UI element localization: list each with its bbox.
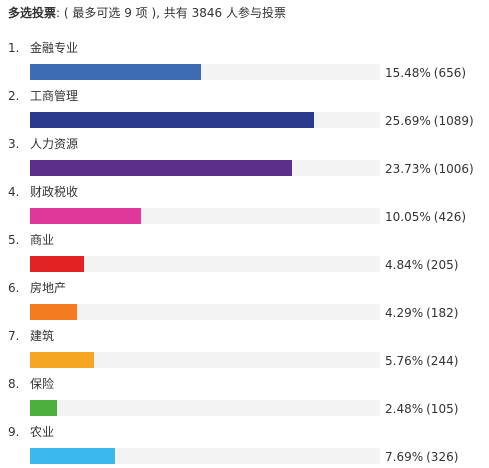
- result-bar-track: [30, 112, 380, 128]
- option-name: 建筑: [30, 329, 55, 343]
- poll-title-colon: :: [56, 6, 61, 20]
- result-bar: [30, 160, 292, 176]
- result-text: 2.48% (105): [385, 401, 458, 417]
- option-index: 9.: [8, 425, 20, 439]
- option-name: 工商管理: [30, 89, 79, 103]
- result-percent: 7.69%: [385, 450, 424, 464]
- option-name: 保险: [30, 377, 55, 391]
- option-name: 人力资源: [30, 137, 79, 151]
- option-index: 1.: [8, 41, 20, 55]
- poll-option: 4. 财政税收 10.05% (426): [0, 184, 489, 232]
- result-count: (244): [426, 354, 459, 368]
- result-count: (182): [426, 306, 459, 320]
- result-count: (205): [426, 258, 459, 272]
- result-count: (105): [426, 402, 459, 416]
- result-bar: [30, 400, 57, 416]
- result-bar-track: [30, 400, 380, 416]
- poll-option: 1. 金融专业 15.48% (656): [0, 40, 489, 88]
- result-bar: [30, 448, 115, 464]
- result-bar-track: [30, 160, 380, 176]
- option-label: 6. 房地产: [8, 280, 66, 296]
- result-count: (326): [426, 450, 459, 464]
- result-bar-track: [30, 448, 380, 464]
- result-bar: [30, 208, 141, 224]
- poll-option: 6. 房地产 4.29% (182): [0, 280, 489, 328]
- result-text: 15.48% (656): [385, 65, 466, 81]
- result-count: (1089): [433, 114, 474, 128]
- poll-option: 2. 工商管理 25.69% (1089): [0, 88, 489, 136]
- option-label: 9. 农业: [8, 424, 54, 440]
- result-text: 23.73% (1006): [385, 161, 474, 177]
- result-percent: 4.29%: [385, 306, 424, 320]
- result-bar: [30, 304, 77, 320]
- poll-option: 3. 人力资源 23.73% (1006): [0, 136, 489, 184]
- result-text: 10.05% (426): [385, 209, 466, 225]
- result-percent: 15.48%: [385, 66, 431, 80]
- result-bar: [30, 112, 314, 128]
- result-text: 7.69% (326): [385, 449, 458, 465]
- result-bar-track: [30, 256, 380, 272]
- option-index: 4.: [8, 185, 20, 199]
- option-label: 4. 财政税收: [8, 184, 78, 200]
- option-label: 5. 商业: [8, 232, 54, 248]
- result-percent: 23.73%: [385, 162, 431, 176]
- option-index: 3.: [8, 137, 20, 151]
- poll-header: 多选投票: ( 最多可选 9 项 ), 共有 3846 人参与投票: [8, 5, 286, 21]
- option-label: 2. 工商管理: [8, 88, 78, 104]
- result-percent: 2.48%: [385, 402, 424, 416]
- result-percent: 25.69%: [385, 114, 431, 128]
- poll-summary: ( 最多可选 9 项 ), 共有 3846 人参与投票: [63, 6, 286, 20]
- result-count: (656): [433, 66, 467, 80]
- option-index: 6.: [8, 281, 20, 295]
- result-percent: 10.05%: [385, 210, 431, 224]
- option-index: 2.: [8, 89, 20, 103]
- result-text: 25.69% (1089): [385, 113, 474, 129]
- result-bar-track: [30, 64, 380, 80]
- option-label: 3. 人力资源: [8, 136, 78, 152]
- result-percent: 4.84%: [385, 258, 424, 272]
- result-bar: [30, 64, 201, 80]
- result-text: 5.76% (244): [385, 353, 458, 369]
- result-bar: [30, 256, 84, 272]
- option-index: 8.: [8, 377, 20, 391]
- option-name: 房地产: [30, 281, 67, 295]
- poll-option: 8. 保险 2.48% (105): [0, 376, 489, 424]
- poll-option: 5. 商业 4.84% (205): [0, 232, 489, 280]
- option-name: 财政税收: [30, 185, 79, 199]
- option-label: 8. 保险: [8, 376, 54, 392]
- option-name: 农业: [30, 425, 55, 439]
- option-name: 商业: [30, 233, 55, 247]
- option-index: 7.: [8, 329, 20, 343]
- result-bar: [30, 352, 94, 368]
- poll-option: 7. 建筑 5.76% (244): [0, 328, 489, 376]
- result-bar-track: [30, 208, 380, 224]
- result-text: 4.29% (182): [385, 305, 458, 321]
- result-bar-track: [30, 352, 380, 368]
- option-label: 7. 建筑: [8, 328, 54, 344]
- option-name: 金融专业: [30, 41, 79, 55]
- option-index: 5.: [8, 233, 20, 247]
- result-text: 4.84% (205): [385, 257, 458, 273]
- result-percent: 5.76%: [385, 354, 424, 368]
- result-count: (426): [433, 210, 467, 224]
- poll-title: 多选投票: [8, 6, 57, 20]
- poll-option: 9. 农业 7.69% (326): [0, 424, 489, 468]
- result-count: (1006): [433, 162, 474, 176]
- option-label: 1. 金融专业: [8, 40, 78, 56]
- result-bar-track: [30, 304, 380, 320]
